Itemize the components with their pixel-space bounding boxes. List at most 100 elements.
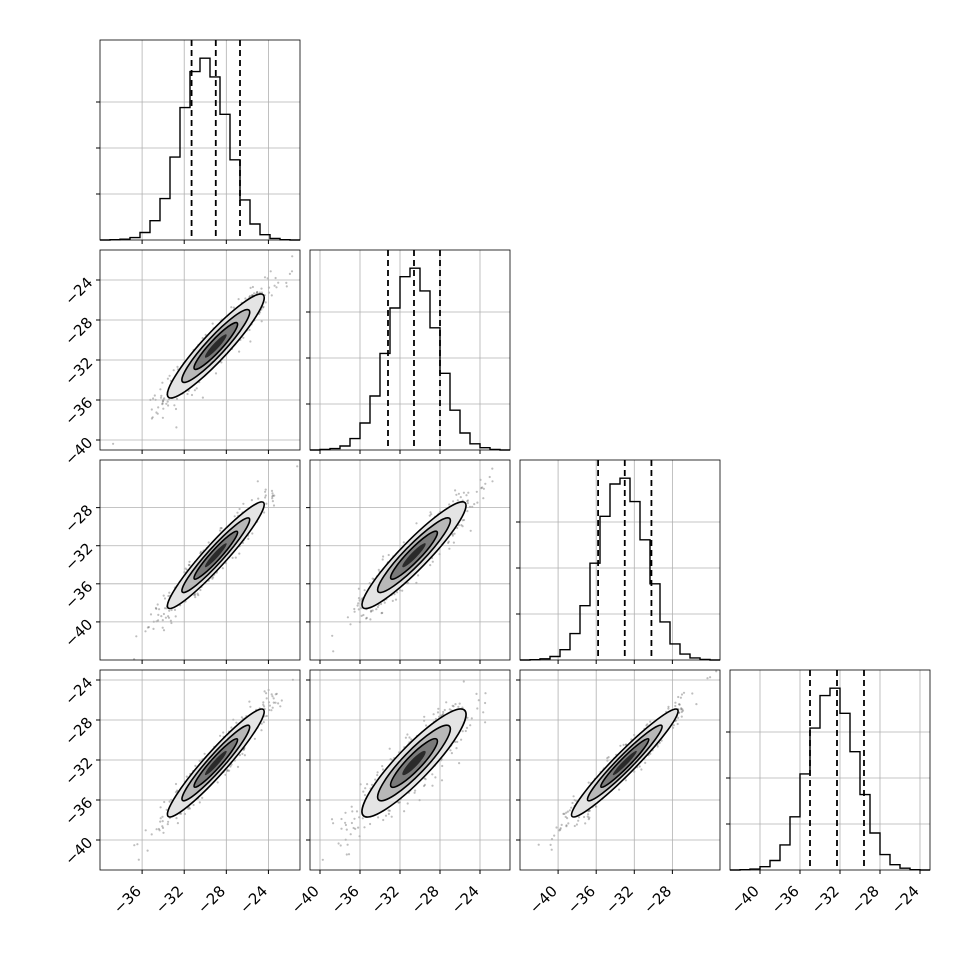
panel-frame — [99, 39, 301, 241]
scatter-point — [401, 589, 404, 592]
panel-frame — [99, 669, 301, 871]
scatter-point — [390, 815, 393, 818]
scatter-point — [571, 801, 574, 805]
scatter-point — [454, 489, 457, 492]
scatter-point — [174, 782, 178, 786]
scatter-point — [431, 773, 434, 776]
panel-frame — [729, 669, 931, 871]
scatter-point — [678, 703, 681, 706]
scatter-point — [562, 812, 565, 816]
scatter-point — [274, 276, 277, 280]
scatter-point — [265, 697, 268, 700]
y-tick-label: −28 — [61, 714, 96, 749]
scatter-point — [679, 696, 683, 699]
scatter-point — [332, 822, 335, 825]
scatter-point — [484, 721, 487, 724]
scatter-point — [425, 724, 428, 727]
scatter-point — [165, 808, 168, 811]
scatter-point — [382, 818, 385, 822]
scatter-point — [606, 757, 609, 760]
scatter-point — [344, 821, 347, 824]
x-tick-label: −28 — [848, 882, 883, 917]
density-level-3 — [204, 750, 227, 776]
scatter-point — [480, 487, 483, 490]
scatter-point — [624, 743, 628, 746]
scatter-point — [260, 320, 263, 323]
main-layer: −24−28−32−36−40−28−32−36−40−36 −32 −28 −24−… — [61, 39, 931, 917]
scatter-point — [363, 826, 366, 829]
scatter-point — [203, 752, 206, 755]
x-tick-label: −40 — [288, 882, 323, 917]
scatter-point — [417, 574, 420, 577]
contour-1 — [181, 724, 251, 802]
scatter-point — [161, 826, 165, 830]
scatter-point — [394, 598, 398, 601]
scatter-point — [456, 526, 459, 530]
scatter-point — [414, 789, 417, 792]
scatter-point — [465, 494, 468, 497]
scatter-point — [175, 426, 178, 429]
scatter-point — [157, 406, 160, 409]
scatter-point — [695, 703, 698, 706]
scatter-point — [271, 706, 274, 709]
scatter-point — [369, 610, 373, 613]
histogram-0 — [100, 57, 300, 241]
scatter-point — [242, 336, 245, 339]
scatter-point — [460, 524, 463, 527]
scatter-point — [588, 816, 591, 819]
scatter-point — [271, 695, 274, 698]
scatter-point — [560, 823, 563, 827]
scatter-point — [161, 825, 164, 828]
scatter-point — [484, 692, 487, 695]
scatter-point — [558, 829, 561, 832]
scatter-point — [167, 616, 171, 619]
scatter-point — [219, 529, 222, 532]
scatter-point — [403, 810, 406, 813]
scatter-point — [161, 400, 164, 403]
scatter-point — [176, 822, 179, 825]
scatter-point — [264, 496, 267, 499]
scatter-point — [459, 496, 462, 499]
scatter-point — [350, 805, 353, 808]
panel-3-2: −40 −36 −32 −28 — [516, 669, 721, 917]
scatter-point — [291, 255, 294, 258]
x-tick-label: −28 — [640, 882, 675, 917]
scatter-point — [674, 704, 677, 708]
scatter-point — [159, 396, 163, 399]
y-tick-label: −36 — [61, 794, 96, 829]
scatter-point — [176, 365, 179, 368]
scatter-point — [577, 816, 581, 819]
scatter-point — [161, 815, 164, 818]
scatter-point — [264, 301, 267, 304]
scatter-point — [188, 560, 191, 563]
scatter-point — [161, 416, 164, 419]
scatter-point — [201, 396, 204, 399]
scatter-point — [270, 693, 273, 696]
scatter-point — [262, 305, 265, 308]
scatter-point — [381, 765, 384, 768]
scatter-point — [221, 567, 224, 570]
scatter-point — [473, 503, 476, 506]
panel-1-1 — [306, 249, 511, 454]
x-tick-label: −32 — [152, 882, 187, 917]
scatter-point — [375, 608, 378, 611]
panel-2-1 — [306, 459, 511, 664]
scatter-point — [242, 502, 245, 505]
scatter-point — [370, 609, 373, 612]
scatter-point — [271, 495, 274, 498]
scatter-point — [408, 736, 411, 739]
scatter-point — [248, 294, 252, 298]
scatter-point — [355, 810, 359, 813]
scatter-point — [410, 738, 413, 741]
y-tick-label: −24 — [61, 674, 96, 709]
contour-2 — [193, 737, 239, 789]
density-level-3 — [402, 543, 426, 568]
scatter-point — [236, 765, 240, 769]
scatter-point — [429, 511, 432, 514]
scatter-point — [406, 733, 409, 736]
scatter-point — [568, 809, 572, 812]
x-tick-label: −24 — [448, 882, 483, 917]
scatter-point — [430, 513, 433, 516]
scatter-point — [678, 703, 681, 706]
scatter-point — [577, 819, 580, 822]
